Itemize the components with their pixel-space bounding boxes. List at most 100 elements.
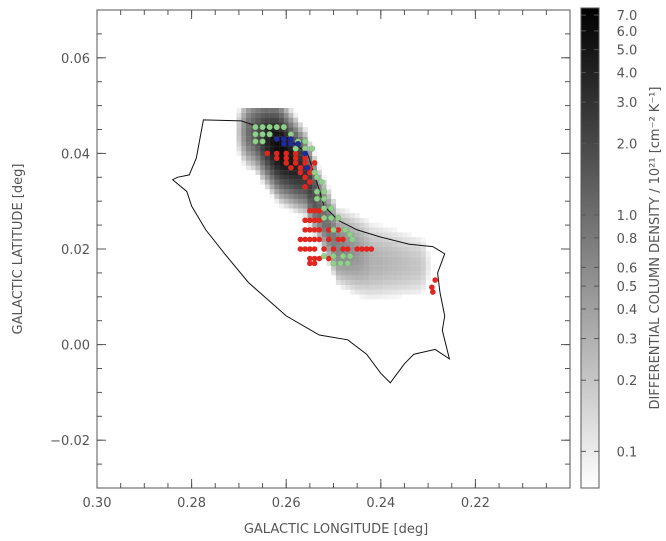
density-pixel: [274, 165, 279, 170]
density-pixel: [355, 218, 360, 223]
density-pixel: [303, 199, 308, 204]
density-pixel: [265, 165, 270, 170]
density-pixel: [284, 199, 289, 204]
density-pixel: [374, 271, 379, 276]
density-pixel: [369, 280, 374, 285]
density-pixel: [374, 242, 379, 247]
density-pixel: [265, 113, 270, 118]
density-pixel: [426, 271, 431, 276]
density-pixel: [369, 294, 374, 299]
marker-point: [343, 227, 349, 233]
marker-point: [338, 261, 344, 267]
colorbar-tick-label: 7.0: [617, 9, 638, 24]
density-pixel: [397, 280, 402, 285]
marker-point: [430, 289, 436, 295]
density-pixel: [293, 118, 298, 123]
marker-point: [293, 155, 299, 161]
marker-point: [321, 215, 327, 221]
colorbar-tick-label: 4.0: [617, 67, 638, 82]
density-pixel: [374, 247, 379, 252]
marker-point: [321, 196, 327, 202]
density-pixel: [251, 151, 256, 156]
marker-point: [283, 155, 289, 161]
density-pixel: [284, 108, 289, 113]
density-pixel: [378, 247, 383, 252]
density-pixel: [260, 175, 265, 180]
density-pixel: [289, 175, 294, 180]
density-pixel: [421, 280, 426, 285]
density-pixel: [293, 170, 298, 175]
density-pixel: [326, 242, 331, 247]
marker-point: [335, 215, 341, 221]
density-pixel: [274, 194, 279, 199]
marker-point: [317, 237, 323, 243]
density-pixel: [293, 194, 298, 199]
marker-point: [293, 146, 299, 152]
density-pixel: [412, 275, 417, 280]
density-pixel: [355, 290, 360, 295]
density-pixel: [412, 251, 417, 256]
density-pixel: [326, 247, 331, 252]
density-pixel: [407, 280, 412, 285]
density-pixel: [251, 113, 256, 118]
density-pixel: [407, 261, 412, 266]
density-pixel: [374, 290, 379, 295]
density-pixel: [293, 175, 298, 180]
density-pixel: [341, 271, 346, 276]
marker-point: [432, 277, 438, 283]
density-pixel: [397, 275, 402, 280]
density-pixel: [369, 271, 374, 276]
density-pixel: [270, 137, 275, 142]
density-pixel: [355, 237, 360, 242]
density-pixel: [241, 156, 246, 161]
density-pixel: [421, 261, 426, 266]
density-pixel: [345, 242, 350, 247]
density-pixel: [383, 256, 388, 261]
density-pixel: [265, 184, 270, 189]
marker-point: [267, 131, 273, 137]
marker-point: [305, 165, 311, 171]
density-pixel: [293, 180, 298, 185]
density-pixel: [279, 151, 284, 156]
density-pixel: [303, 194, 308, 199]
marker-point: [312, 261, 318, 267]
density-pixel: [270, 141, 275, 146]
density-pixel: [331, 271, 336, 276]
density-pixel: [350, 247, 355, 252]
density-pixel: [326, 223, 331, 228]
density-pixel: [246, 108, 251, 113]
x-tick-label: 0.26: [272, 496, 301, 511]
density-pixel: [341, 285, 346, 290]
density-pixel: [289, 108, 294, 113]
density-pixel: [274, 199, 279, 204]
density-pixel: [298, 180, 303, 185]
density-pixel: [260, 146, 265, 151]
density-pixel: [307, 189, 312, 194]
density-pixel: [388, 242, 393, 247]
density-pixel: [246, 141, 251, 146]
marker-point: [274, 136, 280, 142]
density-pixel: [397, 285, 402, 290]
density-pixel: [416, 242, 421, 247]
marker-point: [298, 170, 304, 176]
density-pixel: [407, 285, 412, 290]
density-pixel: [274, 113, 279, 118]
density-pixel: [393, 271, 398, 276]
density-pixel: [322, 242, 327, 247]
density-pixel: [412, 266, 417, 271]
density-pixel: [274, 184, 279, 189]
marker-point: [312, 246, 318, 252]
density-pixel: [284, 184, 289, 189]
density-pixel: [412, 290, 417, 295]
density-pixel: [270, 184, 275, 189]
density-pixel: [284, 180, 289, 185]
density-pixel: [388, 271, 393, 276]
density-pixel: [270, 113, 275, 118]
density-pixel: [298, 208, 303, 213]
density-pixel: [364, 285, 369, 290]
density-pixel: [383, 275, 388, 280]
density-pixel: [355, 266, 360, 271]
marker-point: [321, 206, 327, 212]
density-pixel: [421, 247, 426, 252]
density-pixel: [364, 237, 369, 242]
